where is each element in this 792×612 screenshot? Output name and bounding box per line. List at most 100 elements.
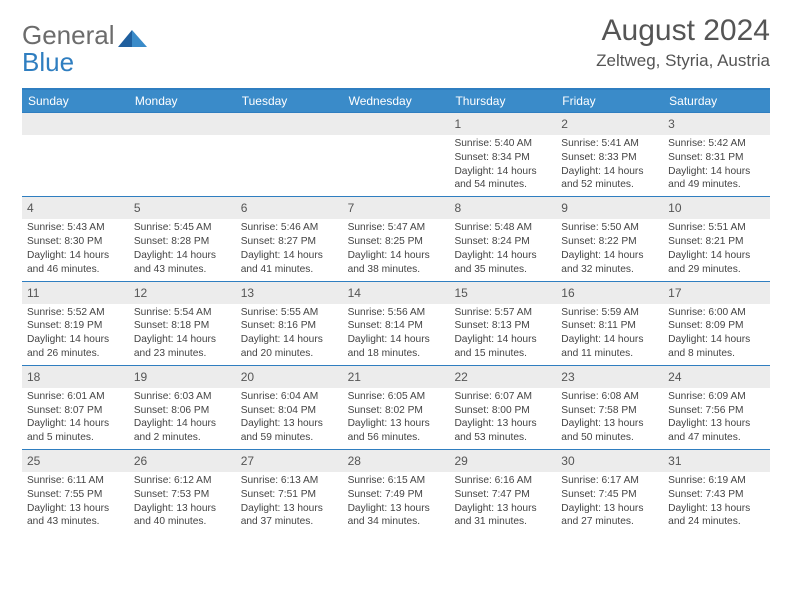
day-body: Sunrise: 5:42 AMSunset: 8:31 PMDaylight:… [663,137,770,192]
day-cell: 11Sunrise: 5:52 AMSunset: 8:19 PMDayligh… [22,282,129,365]
day-number: 18 [22,366,129,388]
sunset-text: Sunset: 8:18 PM [134,319,231,333]
day-number: 21 [343,366,450,388]
sunset-text: Sunset: 8:06 PM [134,404,231,418]
sunset-text: Sunset: 8:27 PM [241,235,338,249]
daylight-text: Daylight: 13 hours and 27 minutes. [561,502,658,530]
day-number: . [343,113,450,135]
day-number: 14 [343,282,450,304]
sunrise-text: Sunrise: 6:17 AM [561,474,658,488]
sunrise-text: Sunrise: 6:04 AM [241,390,338,404]
daylight-text: Daylight: 13 hours and 56 minutes. [348,417,445,445]
day-cell: 30Sunrise: 6:17 AMSunset: 7:45 PMDayligh… [556,450,663,533]
daylight-text: Daylight: 14 hours and 26 minutes. [27,333,124,361]
daylight-text: Daylight: 14 hours and 5 minutes. [27,417,124,445]
day-number: 28 [343,450,450,472]
day-number: 24 [663,366,770,388]
day-number: 15 [449,282,556,304]
day-cell: . [22,113,129,196]
sunrise-text: Sunrise: 6:09 AM [668,390,765,404]
daylight-text: Daylight: 13 hours and 59 minutes. [241,417,338,445]
sunrise-text: Sunrise: 6:11 AM [27,474,124,488]
day-number: 22 [449,366,556,388]
sunset-text: Sunset: 8:28 PM [134,235,231,249]
day-number: 23 [556,366,663,388]
daylight-text: Daylight: 13 hours and 53 minutes. [454,417,551,445]
day-number: 1 [449,113,556,135]
sunrise-text: Sunrise: 5:57 AM [454,306,551,320]
day-cell: 5Sunrise: 5:45 AMSunset: 8:28 PMDaylight… [129,197,236,280]
day-number: 31 [663,450,770,472]
dow-cell: Friday [556,90,663,112]
day-body: Sunrise: 5:57 AMSunset: 8:13 PMDaylight:… [449,306,556,361]
day-cell: 15Sunrise: 5:57 AMSunset: 8:13 PMDayligh… [449,282,556,365]
daylight-text: Daylight: 14 hours and 32 minutes. [561,249,658,277]
sunrise-text: Sunrise: 5:59 AM [561,306,658,320]
day-cell: 8Sunrise: 5:48 AMSunset: 8:24 PMDaylight… [449,197,556,280]
day-cell: 1Sunrise: 5:40 AMSunset: 8:34 PMDaylight… [449,113,556,196]
day-cell: 9Sunrise: 5:50 AMSunset: 8:22 PMDaylight… [556,197,663,280]
daylight-text: Daylight: 14 hours and 18 minutes. [348,333,445,361]
sunrise-text: Sunrise: 5:41 AM [561,137,658,151]
day-number: 10 [663,197,770,219]
day-cell: 12Sunrise: 5:54 AMSunset: 8:18 PMDayligh… [129,282,236,365]
daylight-text: Daylight: 13 hours and 40 minutes. [134,502,231,530]
sunset-text: Sunset: 8:00 PM [454,404,551,418]
dow-cell: Saturday [663,90,770,112]
sunrise-text: Sunrise: 5:40 AM [454,137,551,151]
calendar-page: General August 2024 Zeltweg, Styria, Aus… [0,0,792,543]
day-cell: 25Sunrise: 6:11 AMSunset: 7:55 PMDayligh… [22,450,129,533]
day-cell: 22 Sunrise: 6:07 AMSunset: 8:00 PMDayligh… [449,366,556,449]
day-cell: 24Sunrise: 6:09 AMSunset: 7:56 PMDayligh… [663,366,770,449]
logo: General [22,14,148,51]
day-cell: . [236,113,343,196]
sunrise-text: Sunrise: 6:05 AM [348,390,445,404]
sunrise-text: Sunrise: 5:47 AM [348,221,445,235]
sunrise-text: Sunrise: 6:07 AM [454,390,551,404]
sunset-text: Sunset: 8:34 PM [454,151,551,165]
sunrise-text: Sunrise: 5:46 AM [241,221,338,235]
sunrise-text: Sunrise: 6:19 AM [668,474,765,488]
sunset-text: Sunset: 8:21 PM [668,235,765,249]
sunset-text: Sunset: 8:07 PM [27,404,124,418]
day-number: 19 [129,366,236,388]
sunset-text: Sunset: 8:16 PM [241,319,338,333]
day-number: . [22,113,129,135]
daylight-text: Daylight: 14 hours and 35 minutes. [454,249,551,277]
sunrise-text: Sunrise: 5:45 AM [134,221,231,235]
sunset-text: Sunset: 7:56 PM [668,404,765,418]
sunrise-text: Sunrise: 6:08 AM [561,390,658,404]
sunset-text: Sunset: 7:45 PM [561,488,658,502]
day-body: Sunrise: 6:03 AMSunset: 8:06 PMDaylight:… [129,390,236,445]
calendar-grid: SundayMondayTuesdayWednesdayThursdayFrid… [22,88,770,533]
week-row: ....1Sunrise: 5:40 AMSunset: 8:34 PMDayl… [22,112,770,196]
sunset-text: Sunset: 8:19 PM [27,319,124,333]
day-body: Sunrise: 6:16 AMSunset: 7:47 PMDaylight:… [449,474,556,529]
day-body: Sunrise: 5:47 AMSunset: 8:25 PMDaylight:… [343,221,450,276]
sunrise-text: Sunrise: 5:54 AM [134,306,231,320]
day-cell: 19Sunrise: 6:03 AMSunset: 8:06 PMDayligh… [129,366,236,449]
day-cell: 18Sunrise: 6:01 AMSunset: 8:07 PMDayligh… [22,366,129,449]
sunrise-text: Sunrise: 5:42 AM [668,137,765,151]
daylight-text: Daylight: 14 hours and 11 minutes. [561,333,658,361]
daylight-text: Daylight: 13 hours and 31 minutes. [454,502,551,530]
day-cell: 13Sunrise: 5:55 AMSunset: 8:16 PMDayligh… [236,282,343,365]
daylight-text: Daylight: 14 hours and 46 minutes. [27,249,124,277]
title-block: August 2024 Zeltweg, Styria, Austria [596,14,770,71]
dow-cell: Thursday [449,90,556,112]
sunset-text: Sunset: 8:24 PM [454,235,551,249]
sunset-text: Sunset: 7:43 PM [668,488,765,502]
week-row: 25Sunrise: 6:11 AMSunset: 7:55 PMDayligh… [22,449,770,533]
day-body: Sunrise: 5:56 AMSunset: 8:14 PMDaylight:… [343,306,450,361]
day-number: 9 [556,197,663,219]
day-number: 3 [663,113,770,135]
day-cell: 21Sunrise: 6:05 AMSunset: 8:02 PMDayligh… [343,366,450,449]
day-number: 26 [129,450,236,472]
sunset-text: Sunset: 7:51 PM [241,488,338,502]
day-cell: 20Sunrise: 6:04 AMSunset: 8:04 PMDayligh… [236,366,343,449]
daylight-text: Daylight: 14 hours and 38 minutes. [348,249,445,277]
dow-cell: Wednesday [343,90,450,112]
dow-cell: Sunday [22,90,129,112]
day-body: Sunrise: 5:59 AMSunset: 8:11 PMDaylight:… [556,306,663,361]
day-number: 25 [22,450,129,472]
